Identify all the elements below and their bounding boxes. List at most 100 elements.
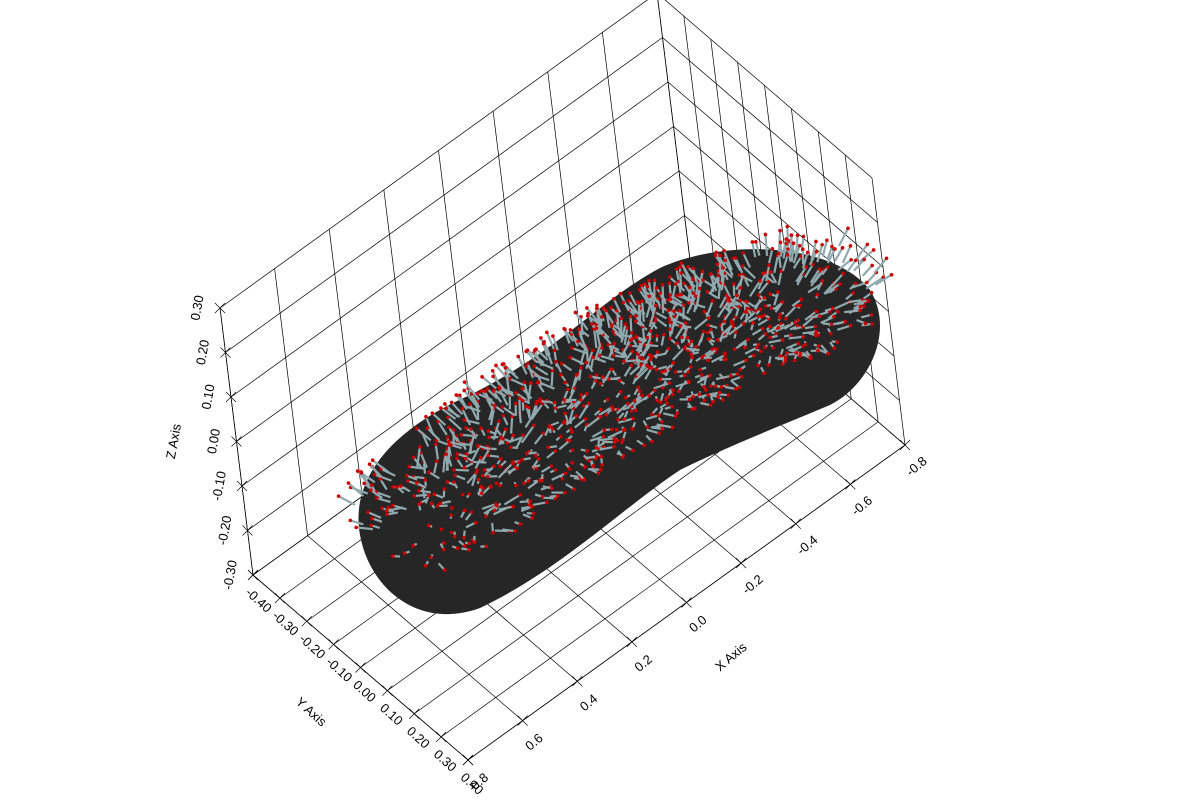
normal-tip — [674, 267, 679, 271]
normal-tip — [653, 315, 657, 320]
normal-tip — [697, 286, 702, 291]
normal-arrow — [437, 420, 448, 436]
normal-tip — [763, 345, 767, 350]
normal-tip — [573, 386, 577, 391]
normal-tip — [570, 460, 575, 465]
normal-arrow — [555, 404, 567, 410]
normal-tip — [741, 251, 745, 255]
normal-tip — [577, 327, 581, 332]
normal-arrow — [623, 327, 629, 345]
normal-arrow — [838, 227, 849, 247]
normal-tip — [497, 419, 501, 423]
normal-tip — [434, 459, 439, 464]
normal-tip — [558, 434, 563, 439]
normal-tip — [438, 501, 443, 506]
normal-tip — [462, 388, 467, 393]
normal-tip — [611, 353, 616, 358]
normal-arrow — [498, 505, 514, 511]
normal-tip — [848, 244, 853, 248]
normal-tip — [372, 472, 377, 477]
normal-tip — [494, 481, 499, 486]
normal-arrow — [501, 406, 516, 417]
normal-tip — [785, 351, 789, 355]
normal-arrow — [792, 255, 803, 269]
normal-tip — [835, 309, 840, 314]
normal-tip — [672, 309, 676, 313]
normal-tip — [585, 314, 590, 318]
normal-tip — [475, 468, 479, 472]
normal-tip — [482, 468, 487, 472]
normal-tip — [467, 492, 472, 496]
normal-tip — [816, 333, 820, 337]
normal-tip — [441, 547, 446, 552]
normal-tip — [578, 397, 583, 402]
normal-tip — [829, 331, 833, 336]
normal-tip — [628, 338, 633, 342]
normal-arrow — [841, 245, 852, 264]
normal-arrow — [338, 495, 356, 506]
normal-tip — [414, 481, 419, 485]
normal-tip — [671, 388, 675, 392]
normal-tip — [369, 523, 373, 528]
normal-tip — [536, 457, 541, 461]
normal-tip — [563, 411, 567, 416]
normal-tip — [789, 233, 794, 237]
normal-tip — [682, 373, 687, 378]
normal-arrow — [764, 234, 769, 257]
normal-arrow — [727, 301, 740, 311]
normal-tip — [670, 425, 675, 430]
normal-tip — [552, 400, 557, 405]
normal-tip — [648, 329, 653, 333]
normal-arrow — [758, 280, 770, 294]
normal-tip — [474, 470, 478, 475]
normal-tip — [853, 258, 858, 263]
normal-tip — [568, 355, 572, 360]
normal-tip — [817, 314, 822, 319]
normal-tip — [623, 395, 628, 400]
normal-tip — [359, 471, 364, 475]
normal-tip — [778, 228, 782, 233]
normal-tip — [550, 368, 555, 373]
normal-tip — [549, 486, 554, 491]
normal-tip — [665, 401, 669, 406]
normal-arrow — [546, 450, 556, 459]
normal-tip — [798, 303, 802, 308]
normal-arrow — [861, 264, 873, 277]
normal-tip — [563, 490, 567, 495]
normal-tip — [463, 544, 467, 548]
normal-tip — [501, 413, 505, 418]
normal-tip — [524, 404, 529, 408]
x-tick-label: 0.2 — [631, 652, 654, 675]
normal-tip — [702, 385, 706, 389]
normal-arrow — [510, 416, 514, 434]
normal-tip — [385, 512, 389, 517]
normal-arrow — [730, 379, 741, 389]
normal-tip — [697, 392, 702, 396]
normal-tip — [754, 240, 758, 244]
normal-tip — [814, 239, 818, 244]
normal-tip — [820, 278, 825, 283]
axis-line — [252, 574, 469, 761]
normal-arrow — [426, 427, 441, 441]
normal-tip — [785, 253, 790, 257]
normal-tip — [691, 266, 696, 271]
normal-tip — [473, 520, 478, 525]
normal-arrow — [509, 377, 525, 387]
normal-tip — [785, 224, 790, 229]
normal-tip — [650, 412, 654, 417]
normal-arrow — [569, 398, 582, 410]
normal-arrow — [436, 439, 449, 446]
normal-arrow — [753, 296, 766, 309]
normal-tip — [716, 395, 720, 399]
normal-tip — [722, 248, 726, 253]
normal-tip — [614, 427, 619, 432]
normal-arrow — [669, 317, 686, 326]
normal-tip — [814, 329, 819, 334]
normal-tip — [869, 312, 874, 317]
normal-arrow — [827, 310, 839, 320]
normal-tip — [464, 452, 469, 456]
normal-arrow — [634, 315, 645, 327]
normal-tip — [572, 487, 576, 492]
normal-tip — [595, 303, 599, 308]
normal-tip — [391, 485, 395, 489]
